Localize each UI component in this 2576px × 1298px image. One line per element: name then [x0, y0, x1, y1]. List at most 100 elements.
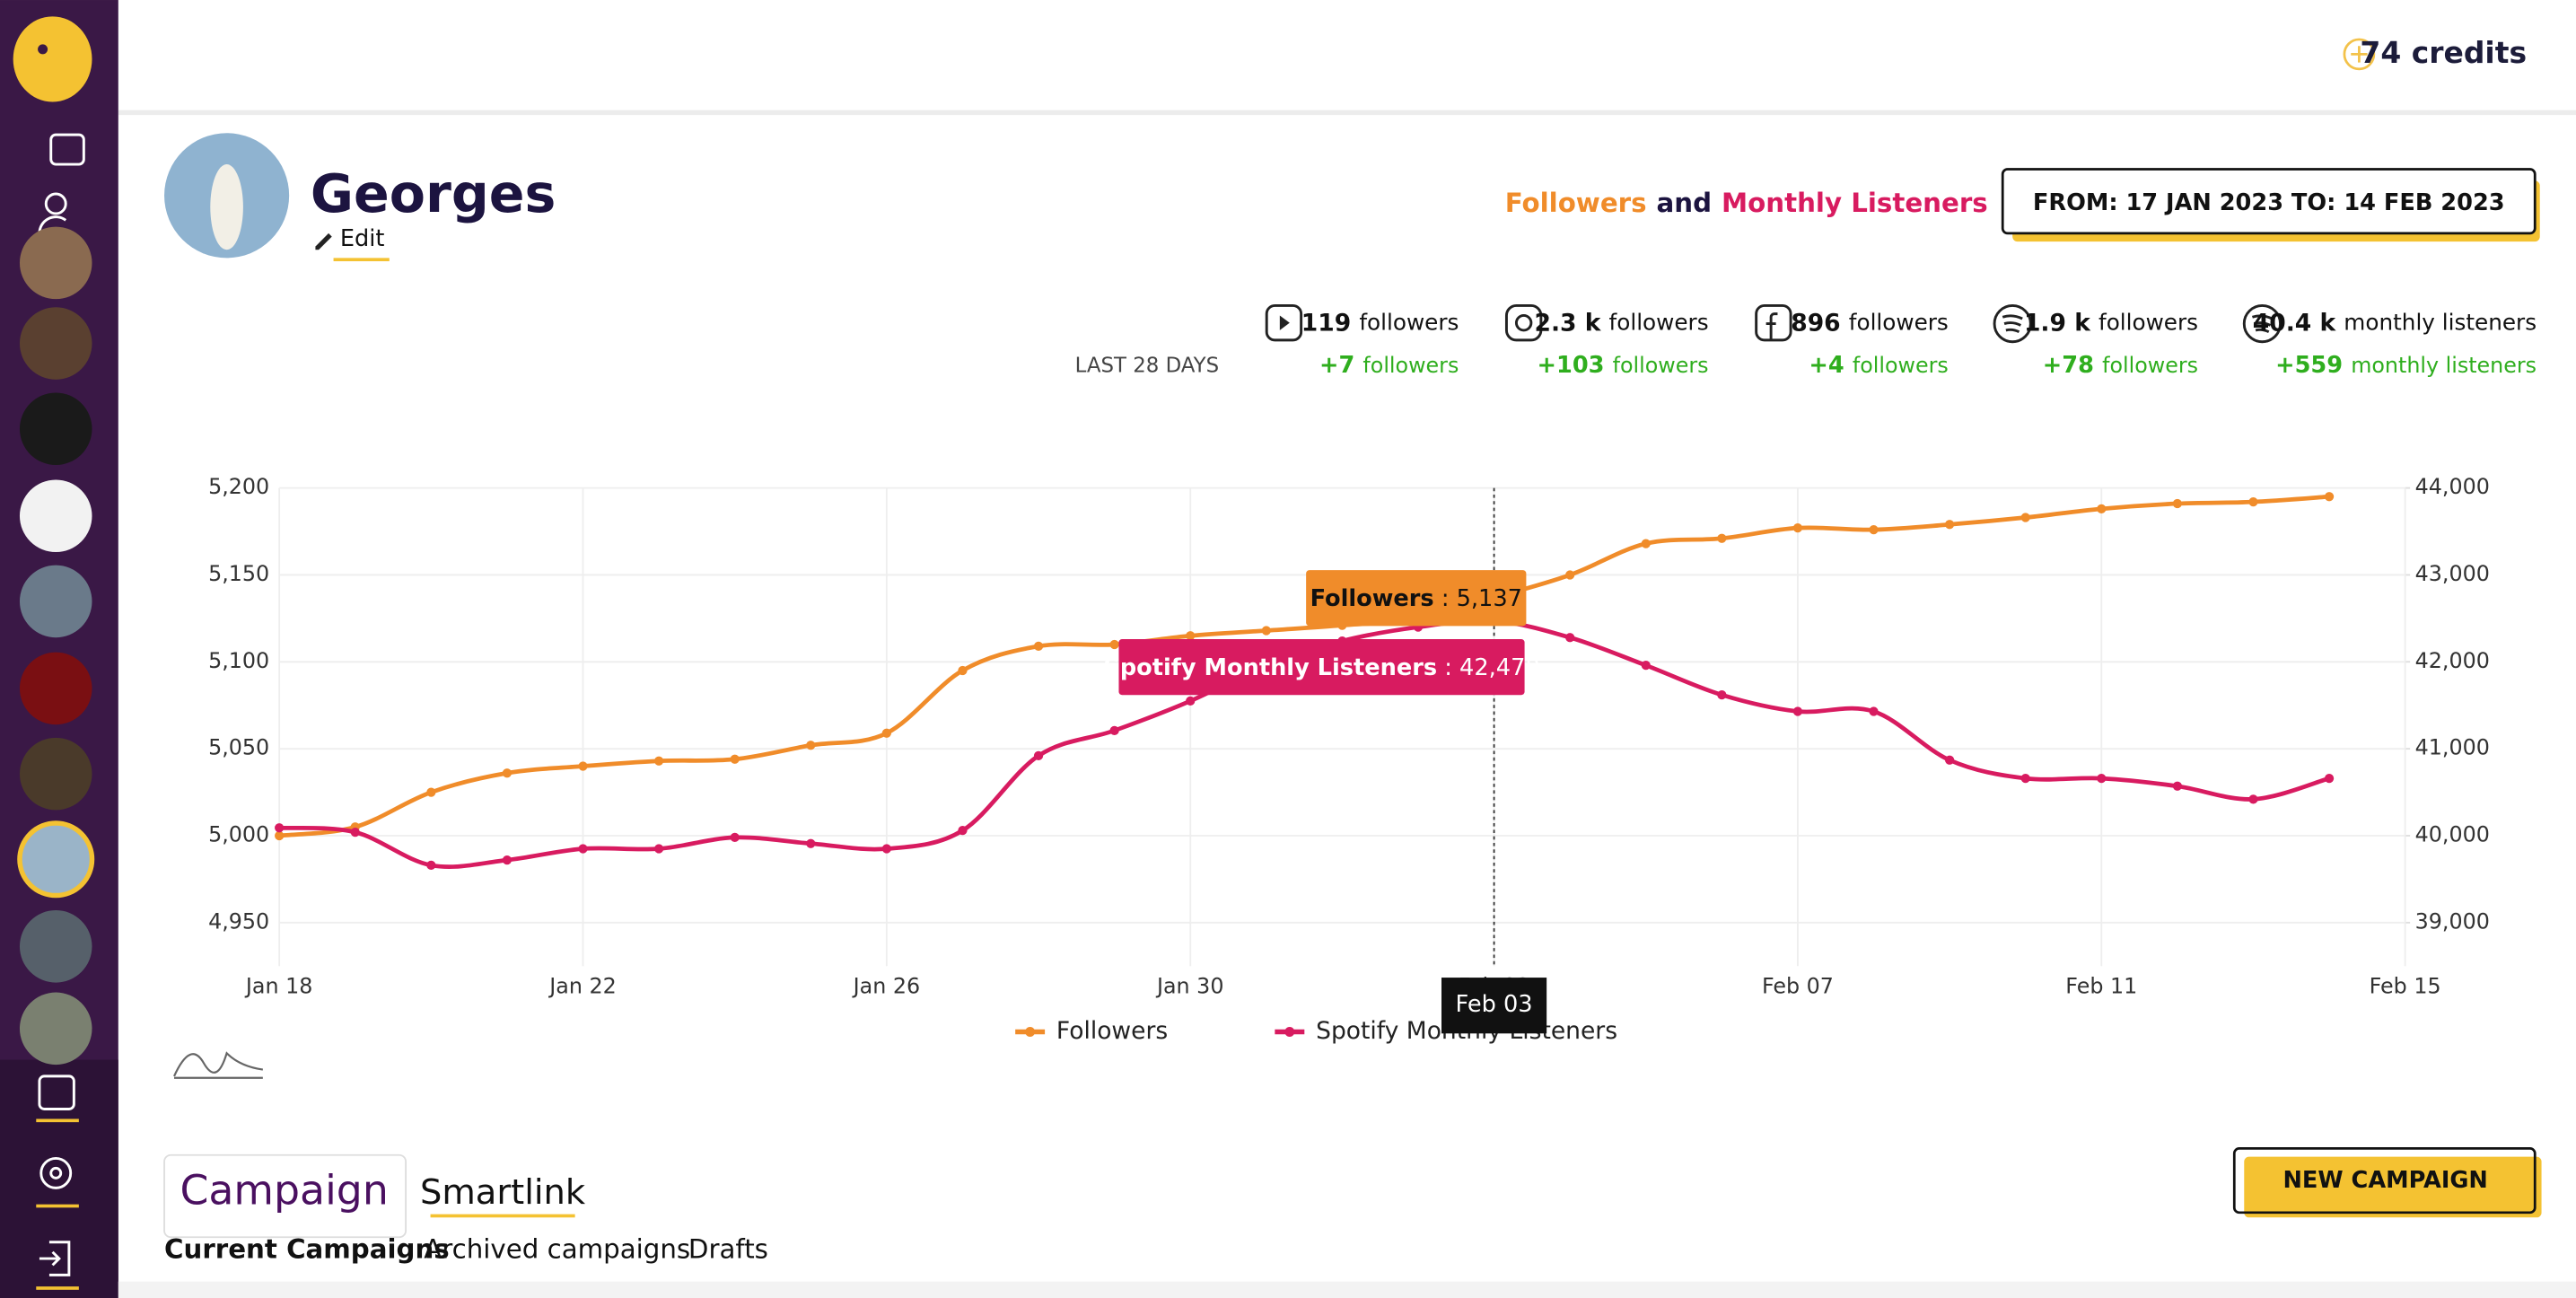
data-point: [1717, 533, 1727, 543]
data-point: [1109, 725, 1119, 735]
delta-unit: followers: [2102, 353, 2198, 378]
data-point: [1033, 641, 1044, 652]
data-point: [730, 832, 740, 843]
tooltip-sep: :: [1437, 654, 1459, 681]
chart-heading: Followers and Monthly Listeners: [1505, 187, 1988, 217]
avatar-selected[interactable]: [17, 820, 95, 899]
facebook-icon: [1755, 303, 1792, 342]
subtab[interactable]: Drafts: [688, 1233, 768, 1264]
edit-link[interactable]: Edit: [340, 225, 385, 252]
stat-number: 40.4 k: [2253, 309, 2337, 337]
x-tick-label: Feb 11: [2065, 974, 2137, 999]
data-point: [1869, 524, 1879, 535]
data-point: [1869, 706, 1879, 716]
data-point: [275, 823, 285, 833]
credits-icon[interactable]: [2343, 38, 2376, 71]
avatar[interactable]: [19, 307, 92, 380]
x-tick-label: Jan 26: [852, 974, 920, 999]
tooltip-date-box: [1441, 978, 1547, 1034]
delta-unit: followers: [1613, 353, 1709, 378]
stat-delta: +103 followers: [1538, 352, 1709, 379]
data-point: [2324, 773, 2335, 784]
tooltip-name: Spotify Monthly Listeners: [1103, 654, 1437, 681]
settings-icon[interactable]: [39, 1156, 73, 1189]
stat-value: 2.3 k followers: [1535, 309, 1709, 337]
tab[interactable]: Smartlink: [420, 1172, 586, 1213]
new-campaign-button[interactable]: [2232, 1147, 2537, 1215]
edit-underline: [333, 258, 390, 262]
artists-icon[interactable]: [44, 192, 67, 215]
avatar[interactable]: [19, 737, 92, 811]
avatar[interactable]: [19, 479, 92, 553]
data-point: [578, 761, 588, 771]
x-tick-label: Jan 30: [1155, 974, 1223, 999]
data-point: [1641, 539, 1651, 548]
bottom-fade: [118, 1281, 2576, 1298]
tab[interactable]: Campaign: [180, 1166, 388, 1214]
tooltip-text: Followers : 5,137: [1310, 585, 1522, 612]
data-point: [2020, 513, 2030, 522]
x-tick-label: Jan 18: [244, 974, 312, 999]
tooltip-name: Followers: [1310, 585, 1434, 612]
data-point: [958, 826, 968, 836]
avatar[interactable]: [19, 392, 92, 465]
data-point: [881, 844, 891, 854]
data-point: [2172, 498, 2183, 509]
stat-delta: +559 monthly listeners: [2275, 352, 2537, 379]
subtab-active[interactable]: Current Campaigns: [164, 1233, 450, 1264]
avatar[interactable]: [19, 226, 92, 300]
data-point: [1565, 570, 1575, 580]
y-tick-label: 5,000: [208, 821, 269, 846]
avatar[interactable]: [19, 652, 92, 725]
data-point: [2020, 773, 2030, 784]
campaigns-icon[interactable]: [38, 1074, 75, 1110]
tooltip-value: 5,137: [1457, 585, 1522, 612]
data-point: [275, 830, 285, 841]
date-range-button[interactable]: [2001, 168, 2537, 235]
curve-toggle[interactable]: [173, 1051, 264, 1079]
data-point: [1565, 633, 1575, 643]
data-point: [2097, 773, 2107, 784]
tooltip-box: [1118, 639, 1525, 696]
delta-number: +559: [2275, 352, 2343, 379]
instagram-lens: [1514, 313, 1533, 332]
new-campaign-fill: [2244, 1156, 2542, 1218]
logo[interactable]: [13, 16, 92, 102]
youtube-play: [1279, 315, 1290, 330]
data-point: [881, 728, 891, 738]
underline: [36, 1118, 79, 1123]
data-point: [1641, 661, 1651, 671]
delta-number: +103: [1538, 352, 1605, 379]
x-tick-label: Feb 07: [1762, 974, 1834, 999]
subtab[interactable]: Archived campaigns: [424, 1233, 690, 1264]
data-point: [2248, 496, 2258, 507]
data-point: [2248, 794, 2258, 804]
data-point: [1792, 706, 1803, 716]
stat-delta: +7 followers: [1319, 352, 1459, 379]
data-point: [578, 844, 588, 854]
stat-unit: followers: [1609, 310, 1709, 336]
data-point: [426, 787, 436, 797]
heading-and: and: [1657, 187, 1713, 217]
series-line: [278, 494, 2330, 838]
avatar[interactable]: [19, 565, 92, 638]
tooltip-text: Spotify Monthly Listeners : 42,470: [1103, 654, 1539, 681]
credits[interactable]: 74 credits: [2360, 35, 2527, 70]
x-tick-label: Jan 22: [548, 974, 616, 999]
data-point: [1717, 689, 1727, 700]
delta-number: +78: [2043, 352, 2094, 379]
avatar[interactable]: [19, 992, 92, 1066]
avatar[interactable]: [19, 910, 92, 983]
collapse-icon[interactable]: [49, 133, 85, 166]
spotify-waves: [2002, 314, 2023, 334]
tooltip-box: [1306, 570, 1527, 627]
stat-value: 119 followers: [1301, 309, 1459, 337]
stat-number: 119: [1301, 309, 1351, 337]
period-label: LAST 28 DAYS: [1075, 355, 1220, 378]
data-point: [1792, 523, 1803, 533]
y2-tick-label: 43,000: [2415, 561, 2490, 586]
stat-delta: +78 followers: [2043, 352, 2198, 379]
y2-tick-label: 44,000: [2415, 474, 2490, 499]
logout-icon[interactable]: [39, 1241, 71, 1276]
